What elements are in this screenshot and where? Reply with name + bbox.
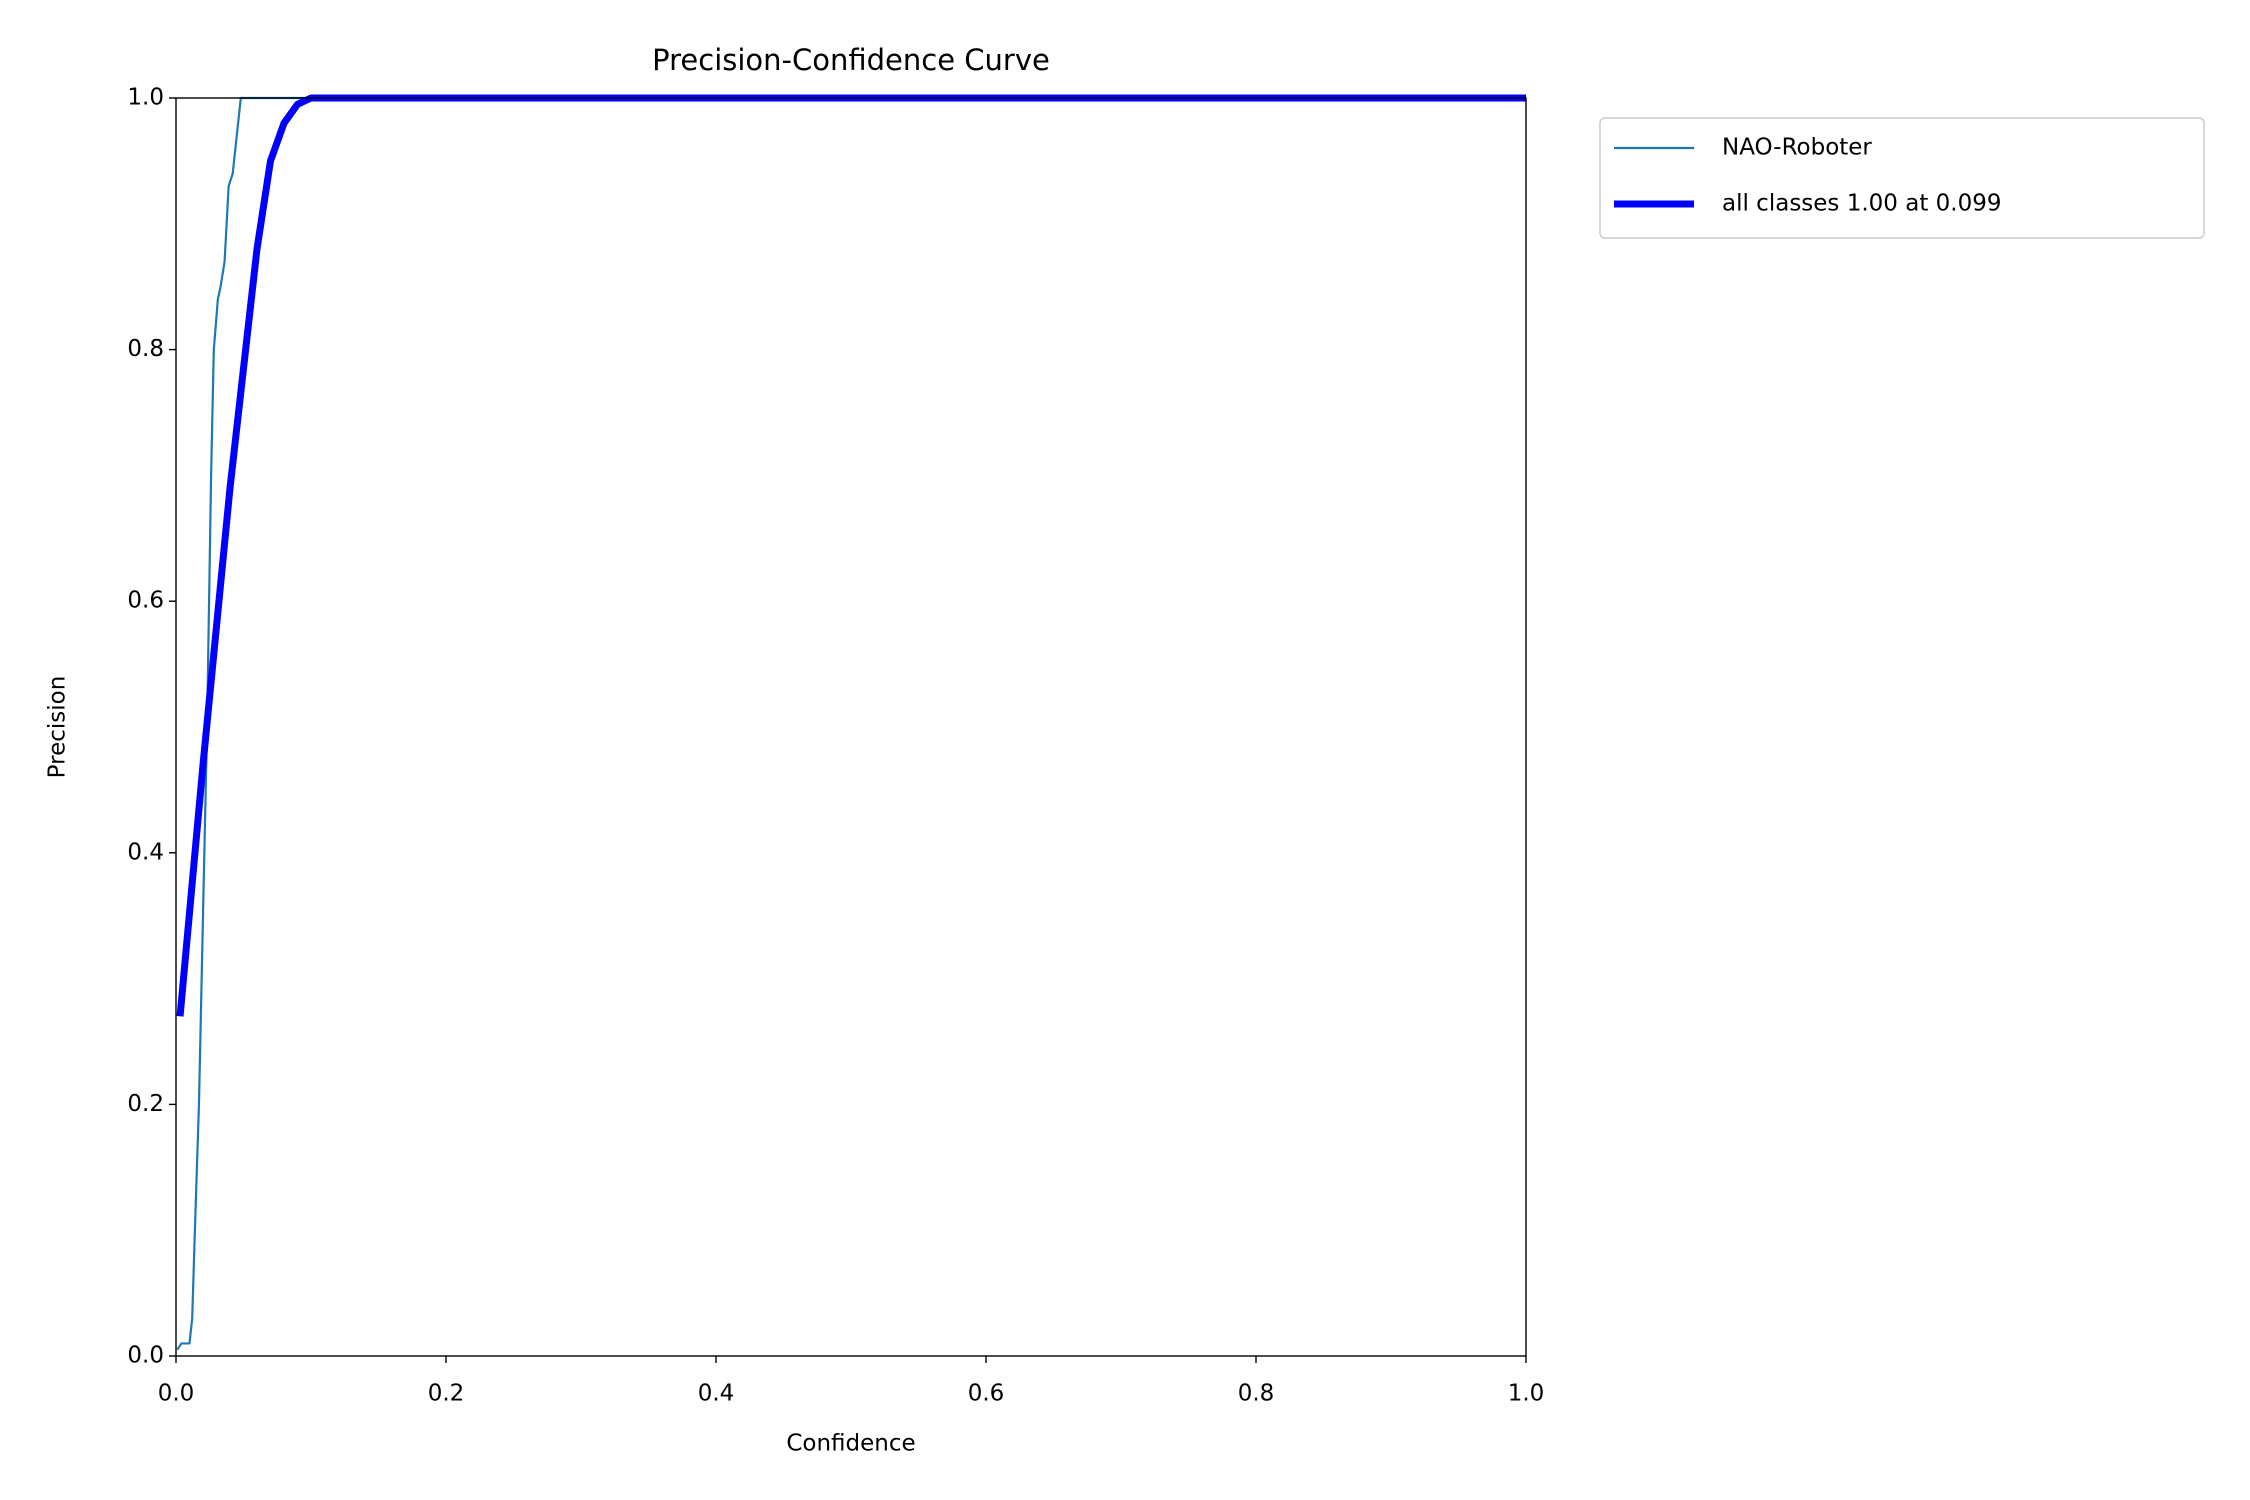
y-tick-label: 1.0 [127,85,164,111]
y-tick-label: 0.8 [127,336,164,362]
chart-title: Precision-Confidence Curve [652,43,1050,77]
legend-label: NAO-Roboter [1722,135,1872,161]
x-tick-label: 0.0 [158,1381,195,1407]
y-tick-label: 0.4 [127,839,164,865]
x-axis-label: Confidence [786,1431,915,1457]
y-tick-label: 0.6 [127,588,164,614]
y-tick-label: 0.0 [127,1343,164,1369]
x-tick-label: 0.2 [428,1381,465,1407]
legend-label: all classes 1.00 at 0.099 [1722,191,2002,217]
y-tick-label: 0.2 [127,1091,164,1117]
x-tick-label: 1.0 [1508,1381,1545,1407]
legend-box [1599,117,2205,239]
x-tick-label: 0.8 [1238,1381,1275,1407]
x-tick-label: 0.4 [698,1381,735,1407]
series-line [176,96,1526,1351]
series-line [176,94,1526,1017]
x-tick-label: 0.6 [968,1381,1005,1407]
y-axis-label: Precision [45,676,71,779]
plot-frame [175,97,1527,1357]
